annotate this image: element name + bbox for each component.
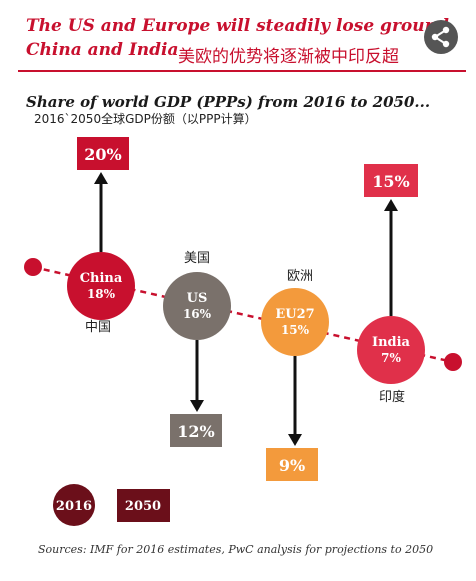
title-line-1: The US and Europe will steadily lose gro… xyxy=(26,16,449,36)
title-line-2: China and India xyxy=(26,40,179,60)
china-2016-circle xyxy=(67,252,135,320)
china-2016-label: 18% xyxy=(87,287,116,301)
share-icon xyxy=(431,26,450,48)
legend-2016-label: 2016 xyxy=(56,499,92,514)
india-name: India xyxy=(372,335,411,350)
india-arrow-head xyxy=(384,199,398,211)
us-cn-label: 美国 xyxy=(184,251,210,266)
legend-2050-swatch xyxy=(117,489,170,522)
chart-subtitle: Share of world GDP (PPPs) from 2016 to 2… xyxy=(26,93,431,111)
china-2050-label: 20% xyxy=(84,145,121,164)
eu27-cn-label: 欧洲 xyxy=(287,269,313,284)
india-2016-label: 7% xyxy=(381,351,401,365)
us-2016-circle xyxy=(163,272,231,340)
china-arrow-head xyxy=(94,172,108,184)
us-name: US xyxy=(187,291,208,306)
india-2050-box xyxy=(364,164,418,197)
eu27-2016-label: 15% xyxy=(281,323,310,337)
india-cn-label: 印度 xyxy=(379,389,405,405)
trend-end-dot xyxy=(444,353,462,371)
eu27-2050-label: 9% xyxy=(279,456,305,475)
us-2050-box xyxy=(170,414,222,447)
chart-subtitle-chinese: 2016`2050全球GDP份额（以PPP计算） xyxy=(34,112,257,126)
india-2016-circle xyxy=(357,316,425,384)
china-name: China xyxy=(80,271,123,286)
legend-2016-swatch xyxy=(53,484,95,526)
trend-start-dot xyxy=(24,258,42,276)
eu27-name: EU27 xyxy=(275,307,314,322)
title-chinese: 美欧的优势将逐渐被中印反超 xyxy=(178,47,399,67)
us-2050-label: 12% xyxy=(177,422,214,441)
legend-2050-label: 2050 xyxy=(125,499,161,514)
china-2050-box xyxy=(77,137,129,170)
share-button[interactable] xyxy=(424,20,458,54)
eu27-2050-box xyxy=(266,448,318,481)
source-note: Sources: IMF for 2016 estimates, PwC ana… xyxy=(38,543,434,556)
eu27-arrow-head xyxy=(288,434,302,446)
us-arrow-head xyxy=(190,400,204,412)
title-divider xyxy=(18,70,466,72)
india-2050-label: 15% xyxy=(372,172,409,191)
eu27-2016-circle xyxy=(261,288,329,356)
china-cn-label: 中国 xyxy=(85,320,111,335)
us-2016-label: 16% xyxy=(183,307,212,321)
